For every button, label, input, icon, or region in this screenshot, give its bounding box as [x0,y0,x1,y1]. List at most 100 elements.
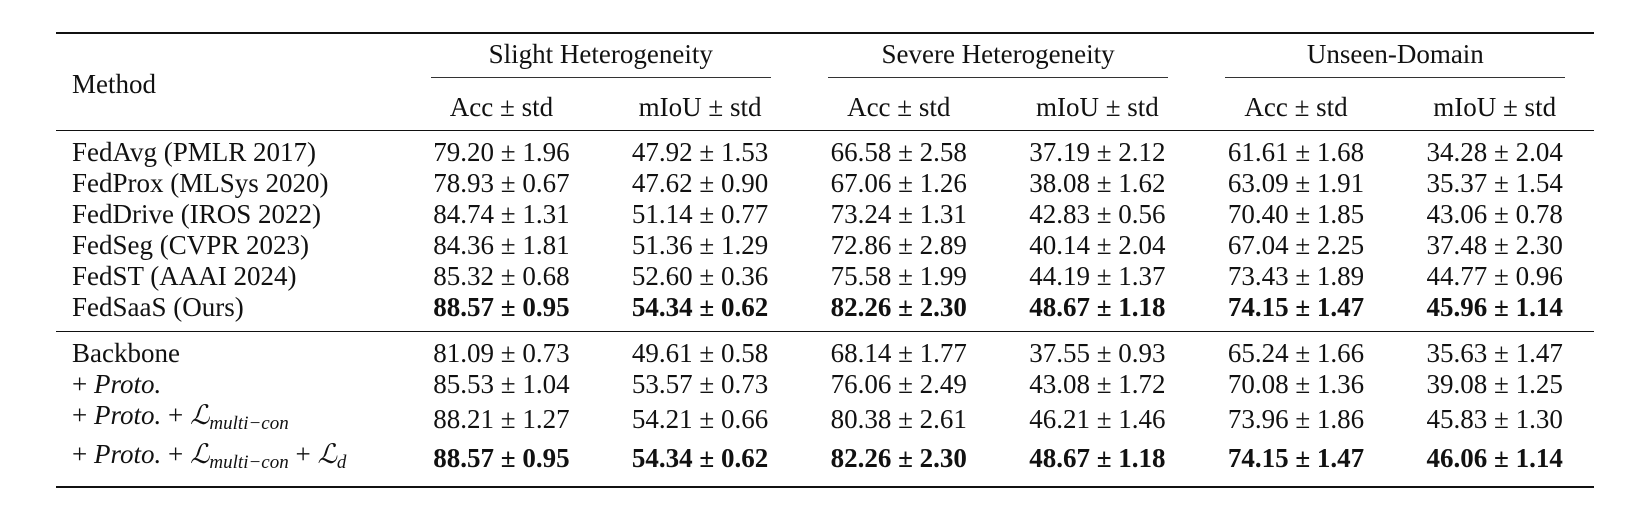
value-cell: 47.92 ± 1.53 [631,137,769,167]
value-cell: 70.40 ± 1.85 [1227,199,1365,229]
value-cell: 61.61 ± 1.68 [1227,137,1365,167]
value-cell: 65.24 ± 1.66 [1227,338,1365,368]
value-cell: 48.67 ± 1.18 [1029,292,1166,322]
value-cell: 79.20 ± 1.96 [433,137,570,167]
plus-sign: + [72,400,88,430]
value-cell: 88.21 ± 1.27 [433,404,570,434]
value-cell: 76.06 ± 2.49 [830,369,967,399]
results-table: Method Slight Heterogeneity Severe Heter… [56,32,1594,488]
loss-subscript: multi−con [209,413,289,434]
loss-symbol: ℒ [317,439,337,470]
subheader-row: Acc ± std mIoU ± std Acc ± std mIoU ± st… [56,84,1594,131]
loss-symbol: ℒ [189,439,210,470]
method-cell: FedSaaS (Ours) [72,292,244,322]
loss-subscript: multi−con [209,452,289,473]
proto-label: Proto. [93,400,162,430]
value-cell: 52.60 ± 0.36 [631,261,769,291]
value-cell: 43.08 ± 1.72 [1029,369,1166,399]
value-cell: 34.28 ± 2.04 [1426,137,1563,167]
value-cell: 85.53 ± 1.04 [433,369,570,399]
value-cell: 66.58 ± 2.58 [830,137,967,167]
method-cell: FedST (AAAI 2024) [72,261,297,291]
group-header-row: Method Slight Heterogeneity Severe Heter… [56,33,1594,99]
subheader-cell: mIoU ± std [1433,91,1557,122]
value-cell: 38.08 ± 1.62 [1029,168,1166,198]
value-cell: 35.37 ± 1.54 [1426,168,1563,198]
table-row: FedProx (MLSys 2020) 78.93 ± 0.67 47.62 … [56,168,1594,199]
value-cell: 68.14 ± 1.77 [830,338,967,368]
subheader-cell: Acc ± std [847,91,951,122]
value-cell: 47.62 ± 0.90 [631,168,769,198]
value-cell: 37.48 ± 2.30 [1426,230,1563,260]
value-cell: 42.83 ± 0.56 [1029,199,1166,229]
table-row: Backbone 81.09 ± 0.73 49.61 ± 0.58 68.14… [56,331,1594,370]
value-cell: 45.83 ± 1.30 [1426,404,1563,434]
method-cell: + Proto. [56,369,402,400]
group-header-slight: Slight Heterogeneity [402,33,799,84]
plus-sign: + [72,369,88,399]
value-cell: 82.26 ± 2.30 [830,443,967,473]
value-cell: 73.24 ± 1.31 [830,199,967,229]
subheader-cell: Acc ± std [449,91,554,122]
table-row: FedST (AAAI 2024) 85.32 ± 0.68 52.60 ± 0… [56,261,1594,292]
value-cell: 74.15 ± 1.47 [1227,443,1365,473]
table-row-full: + Proto. + ℒmulti−con + ℒd 88.57 ± 0.95 … [56,439,1594,487]
value-cell: 63.09 ± 1.91 [1227,168,1365,198]
method-cell: Backbone [72,338,180,368]
comparison-section: FedAvg (PMLR 2017) 79.20 ± 1.96 47.92 ± … [56,130,1594,332]
value-cell: 46.21 ± 1.46 [1029,404,1166,434]
value-cell: 88.57 ± 0.95 [433,443,570,473]
proto-label: Proto. [93,439,162,469]
value-cell: 43.06 ± 0.78 [1426,199,1563,229]
method-cell: FedDrive (IROS 2022) [72,199,321,229]
value-cell: 54.34 ± 0.62 [631,443,769,473]
value-cell: 82.26 ± 2.30 [830,292,967,322]
table-row: FedAvg (PMLR 2017) 79.20 ± 1.96 47.92 ± … [56,130,1594,169]
table-row: + Proto. 85.53 ± 1.04 53.57 ± 0.73 76.06… [56,369,1594,400]
value-cell: 67.04 ± 2.25 [1227,230,1365,260]
value-cell: 72.86 ± 2.89 [830,230,967,260]
table-row: FedDrive (IROS 2022) 84.74 ± 1.31 51.14 … [56,199,1594,230]
value-cell: 84.74 ± 1.31 [433,199,570,229]
value-cell: 53.57 ± 0.73 [631,369,769,399]
value-cell: 84.36 ± 1.81 [433,230,570,260]
plus-sign: + [167,400,184,430]
value-cell: 74.15 ± 1.47 [1227,292,1365,322]
plus-sign: + [295,439,311,469]
value-cell: 48.67 ± 1.18 [1029,443,1166,473]
value-cell: 51.14 ± 0.77 [631,199,769,229]
value-cell: 39.08 ± 1.25 [1426,369,1563,399]
plus-sign: + [167,439,184,469]
value-cell: 75.58 ± 1.99 [830,261,967,291]
value-cell: 78.93 ± 0.67 [433,168,570,198]
subheader-cell: Acc ± std [1244,91,1348,122]
value-cell: 37.55 ± 0.93 [1029,338,1166,368]
value-cell: 35.63 ± 1.47 [1426,338,1563,368]
value-cell: 67.06 ± 1.26 [830,168,967,198]
value-cell: 70.08 ± 1.36 [1227,369,1365,399]
value-cell: 88.57 ± 0.95 [433,292,570,322]
method-cell: + Proto. + ℒmulti−con + ℒd [56,439,402,487]
proto-label: Proto. [93,369,162,399]
loss-d-subscript: d [336,452,347,473]
plus-sign: + [72,439,88,469]
value-cell: 37.19 ± 2.12 [1029,137,1166,167]
value-cell: 51.36 ± 1.29 [631,230,769,260]
value-cell: 45.96 ± 1.14 [1426,292,1563,322]
value-cell: 44.19 ± 1.37 [1029,261,1166,291]
value-cell: 73.43 ± 1.89 [1227,261,1365,291]
value-cell: 54.34 ± 0.62 [631,292,769,322]
group-header-severe: Severe Heterogeneity [799,33,1196,84]
value-cell: 85.32 ± 0.68 [433,261,570,291]
subheader-cell: mIoU ± std [638,91,762,122]
value-cell: 49.61 ± 0.58 [631,338,769,368]
group-header-unseen: Unseen-Domain [1197,33,1594,84]
method-cell: + Proto. + ℒmulti−con [56,400,402,439]
table-row: + Proto. + ℒmulti−con 88.21 ± 1.27 54.21… [56,400,1594,439]
loss-symbol: ℒ [189,400,210,431]
value-cell: 73.96 ± 1.86 [1227,404,1365,434]
method-cell: FedProx (MLSys 2020) [72,168,329,198]
value-cell: 46.06 ± 1.14 [1426,443,1563,473]
method-cell: FedAvg (PMLR 2017) [72,137,317,167]
